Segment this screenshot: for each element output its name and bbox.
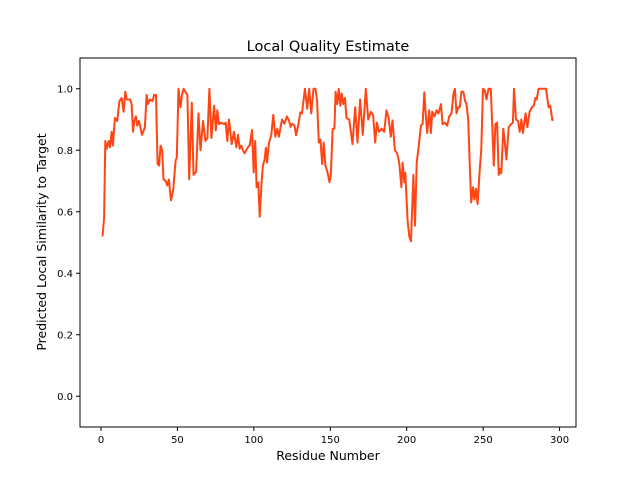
series-line <box>101 87 554 243</box>
y-axis-label: Predicted Local Similarity to Target <box>34 133 49 350</box>
plot-frame <box>79 57 577 428</box>
x-tick-label: 250 <box>474 435 493 446</box>
chart-title: Local Quality Estimate <box>247 39 410 55</box>
x-tick-label: 200 <box>397 435 416 446</box>
x-tick-label: 150 <box>321 435 340 446</box>
y-tick-label: 0.8 <box>57 146 73 157</box>
x-tick-label: 300 <box>550 435 569 446</box>
x-axis-label: Residue Number <box>276 448 380 463</box>
y-tick-label: 0.2 <box>57 330 73 341</box>
x-tick-label: 50 <box>171 435 184 446</box>
x-tick-label: 0 <box>98 435 104 446</box>
x-tick-label: 100 <box>244 435 263 446</box>
y-tick-label: 0.6 <box>57 207 73 218</box>
y-tick-label: 0.0 <box>57 392 73 403</box>
y-tick-label: 1.0 <box>57 84 73 95</box>
y-tick-label: 0.4 <box>57 269 73 280</box>
